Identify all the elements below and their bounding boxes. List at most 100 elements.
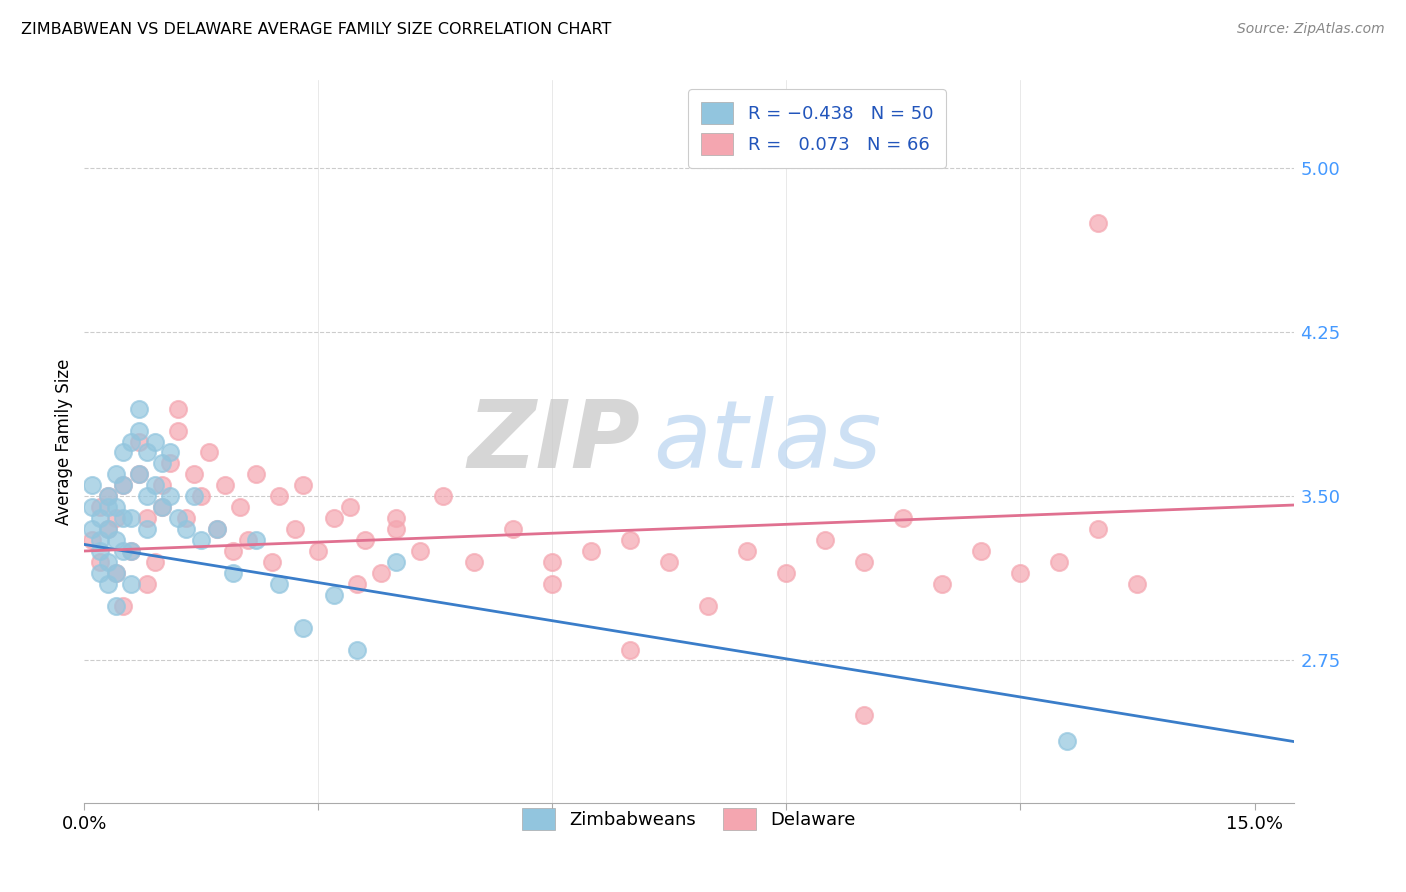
Point	[97, 522, 120, 536]
Point	[245, 533, 267, 547]
Point	[112, 599, 135, 613]
Point	[198, 445, 221, 459]
Point	[323, 588, 346, 602]
Point	[370, 566, 392, 580]
Point	[307, 544, 329, 558]
Point	[167, 511, 190, 525]
Point	[112, 478, 135, 492]
Point	[120, 577, 142, 591]
Point	[112, 478, 135, 492]
Point	[120, 544, 142, 558]
Point	[120, 511, 142, 525]
Point	[112, 511, 135, 525]
Point	[339, 500, 361, 515]
Point	[143, 478, 166, 492]
Point	[502, 522, 524, 536]
Point	[128, 467, 150, 482]
Point	[150, 478, 173, 492]
Point	[214, 478, 236, 492]
Point	[260, 555, 283, 569]
Point	[104, 500, 127, 515]
Point	[463, 555, 485, 569]
Point	[853, 555, 876, 569]
Point	[97, 500, 120, 515]
Text: ZIMBABWEAN VS DELAWARE AVERAGE FAMILY SIZE CORRELATION CHART: ZIMBABWEAN VS DELAWARE AVERAGE FAMILY SI…	[21, 22, 612, 37]
Point	[120, 434, 142, 449]
Point	[853, 708, 876, 723]
Point	[120, 544, 142, 558]
Point	[159, 489, 181, 503]
Point	[269, 489, 291, 503]
Point	[159, 445, 181, 459]
Point	[1056, 734, 1078, 748]
Point	[112, 544, 135, 558]
Point	[89, 511, 111, 525]
Point	[128, 401, 150, 416]
Point	[135, 511, 157, 525]
Point	[269, 577, 291, 591]
Point	[128, 434, 150, 449]
Point	[291, 621, 314, 635]
Point	[128, 467, 150, 482]
Point	[97, 577, 120, 591]
Point	[354, 533, 377, 547]
Point	[658, 555, 681, 569]
Text: ZIP: ZIP	[468, 395, 641, 488]
Point	[385, 555, 408, 569]
Point	[89, 533, 111, 547]
Point	[1010, 566, 1032, 580]
Point	[89, 566, 111, 580]
Point	[619, 642, 641, 657]
Legend: Zimbabweans, Delaware: Zimbabweans, Delaware	[515, 801, 863, 837]
Point	[1126, 577, 1149, 591]
Point	[135, 489, 157, 503]
Point	[82, 533, 104, 547]
Point	[167, 424, 190, 438]
Point	[97, 555, 120, 569]
Point	[82, 522, 104, 536]
Point	[1049, 555, 1071, 569]
Point	[190, 489, 212, 503]
Point	[104, 511, 127, 525]
Point	[112, 445, 135, 459]
Point	[128, 424, 150, 438]
Point	[174, 522, 197, 536]
Point	[205, 522, 228, 536]
Y-axis label: Average Family Size: Average Family Size	[55, 359, 73, 524]
Text: Source: ZipAtlas.com: Source: ZipAtlas.com	[1237, 22, 1385, 37]
Point	[150, 457, 173, 471]
Point	[1087, 522, 1109, 536]
Point	[135, 445, 157, 459]
Point	[432, 489, 454, 503]
Point	[346, 642, 368, 657]
Point	[135, 522, 157, 536]
Point	[541, 577, 564, 591]
Point	[619, 533, 641, 547]
Point	[541, 555, 564, 569]
Point	[143, 434, 166, 449]
Point	[150, 500, 173, 515]
Point	[323, 511, 346, 525]
Point	[174, 511, 197, 525]
Point	[104, 533, 127, 547]
Point	[245, 467, 267, 482]
Point	[581, 544, 603, 558]
Point	[385, 511, 408, 525]
Point	[409, 544, 432, 558]
Point	[346, 577, 368, 591]
Point	[167, 401, 190, 416]
Point	[104, 467, 127, 482]
Point	[89, 500, 111, 515]
Point	[737, 544, 759, 558]
Point	[89, 544, 111, 558]
Point	[238, 533, 260, 547]
Point	[970, 544, 993, 558]
Point	[89, 555, 111, 569]
Point	[221, 566, 243, 580]
Point	[82, 478, 104, 492]
Point	[104, 566, 127, 580]
Point	[697, 599, 720, 613]
Point	[775, 566, 797, 580]
Point	[385, 522, 408, 536]
Point	[104, 599, 127, 613]
